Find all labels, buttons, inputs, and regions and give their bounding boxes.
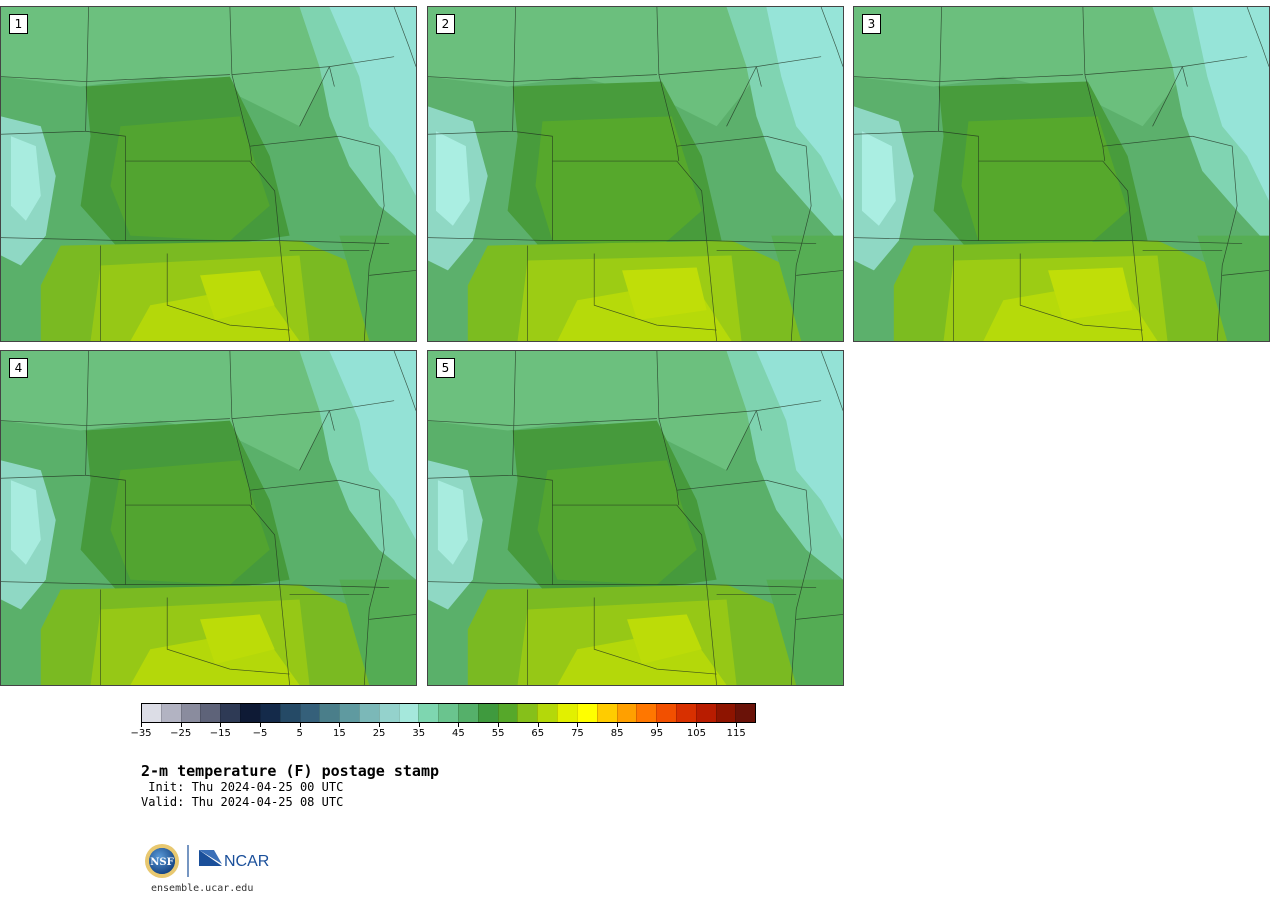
colorbar-segment — [576, 704, 597, 722]
colorbar-segment — [675, 704, 696, 722]
colorbar-segment — [339, 704, 359, 722]
valid-time: Valid: Thu 2024-04-25 08 UTC — [141, 795, 344, 809]
map-panel-2: 2 — [427, 6, 844, 342]
nsf-seal-icon: NSF — [145, 844, 179, 878]
colorbar-tick-label: 35 — [412, 728, 426, 739]
svg-text:NSF: NSF — [150, 857, 173, 868]
temperature-map-3 — [854, 7, 1269, 341]
temperature-map-5 — [428, 351, 843, 685]
colorbar-tick — [180, 723, 182, 727]
colorbar-segment — [656, 704, 676, 722]
colorbar-tick-label: −35 — [130, 728, 152, 739]
colorbar-segment — [200, 704, 221, 722]
temperature-colorbar — [141, 703, 756, 723]
colorbar-segment — [398, 704, 419, 722]
colorbar-segment — [259, 704, 280, 722]
colorbar-ticks: −35 −25 −15 −5 5 15 25 35 45 55 65 75 85 95 105 115 — [130, 723, 756, 743]
colorbar-tick — [577, 723, 579, 727]
colorbar-tick — [220, 723, 222, 727]
colorbar-tick-label: 25 — [372, 728, 386, 739]
colorbar-segment — [358, 704, 379, 722]
colorbar-tick — [656, 723, 658, 727]
colorbar-segment — [180, 704, 201, 722]
colorbar-tick — [299, 723, 301, 727]
colorbar-tick-label: −25 — [170, 728, 192, 739]
colorbar-segment — [636, 704, 657, 722]
colorbar-segment — [378, 704, 399, 722]
colorbar-segment — [537, 704, 558, 722]
colorbar-segment — [517, 704, 538, 722]
site-url: ensemble.ucar.edu — [151, 883, 254, 894]
colorbar-segment — [735, 704, 756, 722]
panel-number: 5 — [436, 358, 455, 378]
panel-number: 4 — [9, 358, 28, 378]
colorbar-tick-label: 45 — [452, 728, 465, 739]
colorbar-segment — [596, 704, 617, 722]
panel-number: 1 — [9, 14, 28, 34]
nsf-ncar-logo: NSF NCAR — [145, 844, 269, 878]
colorbar-tick-label: 105 — [686, 728, 707, 739]
colorbar-segment — [240, 704, 260, 722]
colorbar-segment — [616, 704, 637, 722]
colorbar-tick — [418, 723, 420, 727]
colorbar-segment — [715, 704, 736, 722]
map-panel-4: 4 — [0, 350, 417, 686]
colorbar-segment — [695, 704, 716, 722]
temperature-map-1 — [1, 7, 416, 341]
map-panel-3: 3 — [853, 6, 1270, 342]
colorbar-tick — [260, 723, 262, 727]
colorbar-segment — [438, 704, 458, 722]
panel-number: 3 — [862, 14, 881, 34]
temperature-map-4 — [1, 351, 416, 685]
svg-text:NCAR: NCAR — [224, 853, 269, 870]
colorbar-tick-label: −15 — [209, 728, 231, 739]
colorbar-segment — [279, 704, 300, 722]
colorbar-tick-label: −5 — [252, 728, 268, 739]
colorbar-tick — [498, 723, 500, 727]
map-panel-5: 5 — [427, 350, 844, 686]
colorbar-segment — [418, 704, 439, 722]
panel-number: 2 — [436, 14, 455, 34]
init-time: Init: Thu 2024-04-25 00 UTC — [141, 780, 344, 794]
colorbar-tick-label: 5 — [296, 728, 303, 739]
colorbar-tick — [617, 723, 619, 727]
colorbar-segment — [220, 704, 241, 722]
colorbar-segment — [497, 704, 518, 722]
map-panel-1: 1 — [0, 6, 417, 342]
ncar-wordmark-icon: NCAR — [199, 850, 269, 870]
colorbar-tick — [339, 723, 341, 727]
colorbar-tick — [537, 723, 539, 727]
colorbar-tick-label: 115 — [726, 728, 746, 739]
colorbar-segment — [299, 704, 320, 722]
colorbar-tick — [379, 723, 381, 727]
colorbar-tick — [696, 723, 698, 727]
colorbar-tick-label: 55 — [491, 728, 505, 739]
colorbar-tick-label: 15 — [333, 728, 346, 739]
colorbar-segment — [160, 704, 181, 722]
chart-title: 2-m temperature (F) postage stamp — [141, 762, 440, 780]
colorbar-tick-label: 65 — [531, 728, 545, 739]
colorbar-segment — [458, 704, 478, 722]
colorbar-tick — [736, 723, 738, 727]
colorbar-tick — [458, 723, 460, 727]
colorbar-tick-label: 75 — [571, 728, 584, 739]
colorbar-tick-label: 95 — [650, 728, 664, 739]
colorbar-segment — [477, 704, 498, 722]
colorbar-tick — [141, 723, 142, 727]
colorbar-tick-label: 85 — [610, 728, 624, 739]
colorbar-segment — [142, 704, 161, 722]
colorbar-segment — [557, 704, 577, 722]
colorbar-segment — [319, 704, 340, 722]
temperature-map-2 — [428, 7, 843, 341]
